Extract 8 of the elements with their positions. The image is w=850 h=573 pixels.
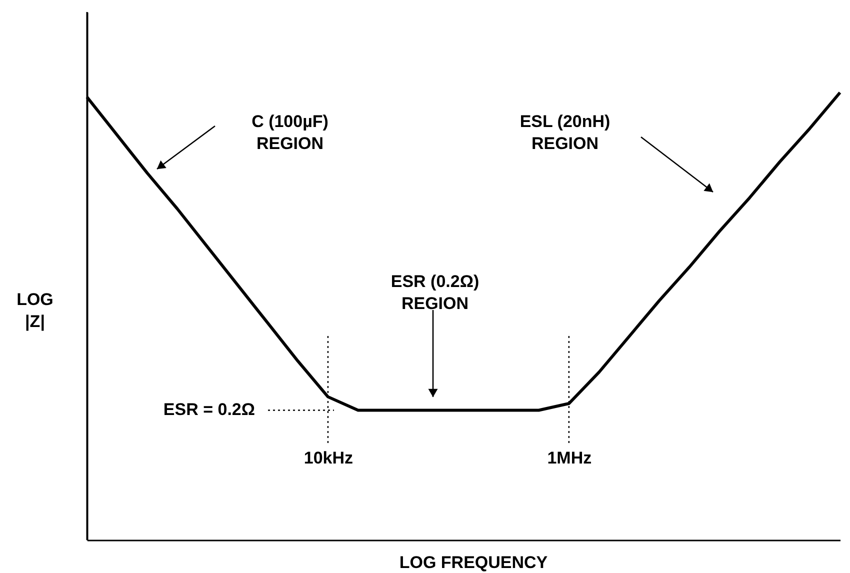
x-tick-label: 1MHz	[547, 448, 592, 468]
x-tick-label: 10kHz	[304, 448, 354, 468]
annotation: ESR = 0.2Ω	[163, 400, 255, 419]
annotation: ESL (20nH) REGION	[520, 112, 610, 153]
annotation: C (100µF) REGION	[252, 112, 328, 153]
annotation: ESR (0.2Ω) REGION	[390, 272, 480, 313]
x-axis-title: LOG FREQUENCY	[399, 553, 548, 572]
y-axis-title: LOG |Z|	[16, 290, 54, 331]
